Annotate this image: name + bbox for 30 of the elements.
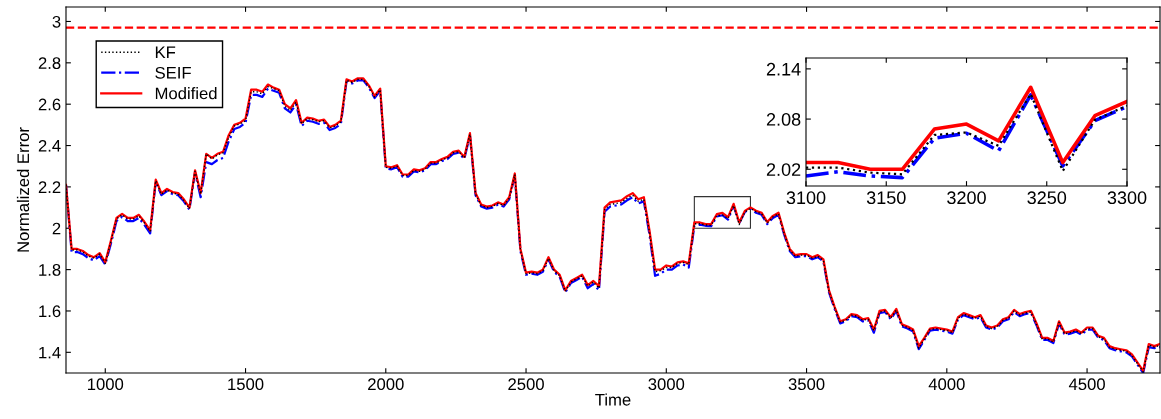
x-tick-label: 3500 xyxy=(788,378,825,391)
y-tick-label: 2.8 xyxy=(38,57,61,70)
y-tick-label: 2 xyxy=(52,222,61,235)
legend-label: Modified xyxy=(155,87,217,100)
legend-label: KF xyxy=(155,46,176,59)
y-tick-label: 1.4 xyxy=(39,346,61,359)
y-axis-title: Normalized Error xyxy=(16,127,30,252)
x-tick-label: 3100 xyxy=(786,191,826,205)
x-tick-label: 3250 xyxy=(1027,191,1067,205)
x-tick-label: 3000 xyxy=(648,378,685,391)
x-tick-label: 4000 xyxy=(928,378,965,391)
y-tick-label: 2.02 xyxy=(766,163,801,176)
y-tick-label: 3 xyxy=(52,15,61,28)
x-axis-title: Time xyxy=(595,393,631,406)
y-tick-label: 1.6 xyxy=(39,305,61,318)
y-tick-label: 2.08 xyxy=(766,113,801,126)
y-tick-label: 2.14 xyxy=(766,62,801,76)
x-tick-label: 4500 xyxy=(1068,378,1105,391)
x-tick-label: 2000 xyxy=(368,378,404,391)
x-tick-label: 3300 xyxy=(1107,191,1147,205)
x-tick-label: 2500 xyxy=(508,378,544,391)
x-tick-label: 3200 xyxy=(947,191,986,205)
y-tick-label: 2.2 xyxy=(38,181,61,193)
legend-label: SEIF xyxy=(155,66,191,79)
y-tick-label: 1.8 xyxy=(39,264,61,276)
y-tick-label: 2.6 xyxy=(38,98,61,111)
x-tick-label: 3150 xyxy=(866,191,906,205)
y-tick-label: 2.4 xyxy=(38,139,61,152)
x-tick-label: 1000 xyxy=(88,378,124,391)
x-tick-label: 1500 xyxy=(228,378,264,391)
